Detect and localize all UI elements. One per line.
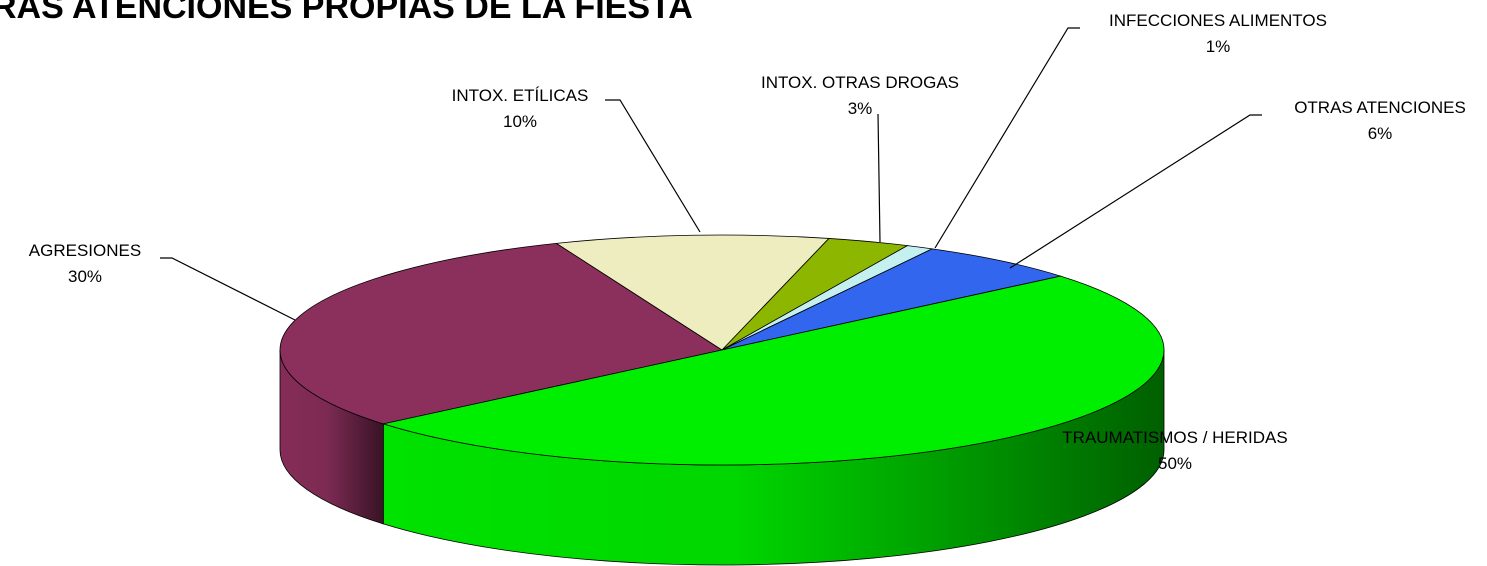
slice-label: TRAUMATISMOS / HERIDAS — [1062, 428, 1287, 447]
slice-side-shade — [280, 350, 384, 524]
leader-line — [160, 257, 296, 321]
slice-value-label: 10% — [503, 112, 537, 131]
slice-value-label: 30% — [68, 267, 102, 286]
slice-value-label: 1% — [1206, 37, 1231, 56]
slice-label: OTRAS ATENCIONES — [1294, 98, 1466, 117]
pie — [279, 234, 1165, 566]
slice-value-label: 50% — [1158, 454, 1192, 473]
slice — [721, 248, 1063, 351]
slice-value-label: 6% — [1368, 124, 1393, 143]
slice — [279, 242, 724, 425]
slice-label: INFECCIONES ALIMENTOS — [1109, 11, 1327, 30]
leader-line — [1009, 114, 1262, 269]
slice-value-label: 3% — [848, 99, 873, 118]
slice-label: INTOX. OTRAS DROGAS — [761, 73, 959, 92]
leader-line — [934, 27, 1080, 249]
leader-line — [605, 99, 701, 233]
slice — [381, 275, 1165, 466]
slice — [555, 234, 830, 351]
slice-label: AGRESIONES — [29, 241, 141, 260]
labels: AGRESIONES 30% INTOX. ETÍLICAS 10% INTOX. OT… — [29, 11, 1466, 473]
slice-side-shade — [383, 350, 1165, 565]
leader-line — [877, 113, 881, 243]
chart-title: RAS ATENCIONES PROPIAS DE LA FIESTA — [0, 0, 693, 26]
slice-label: INTOX. ETÍLICAS — [452, 86, 589, 105]
